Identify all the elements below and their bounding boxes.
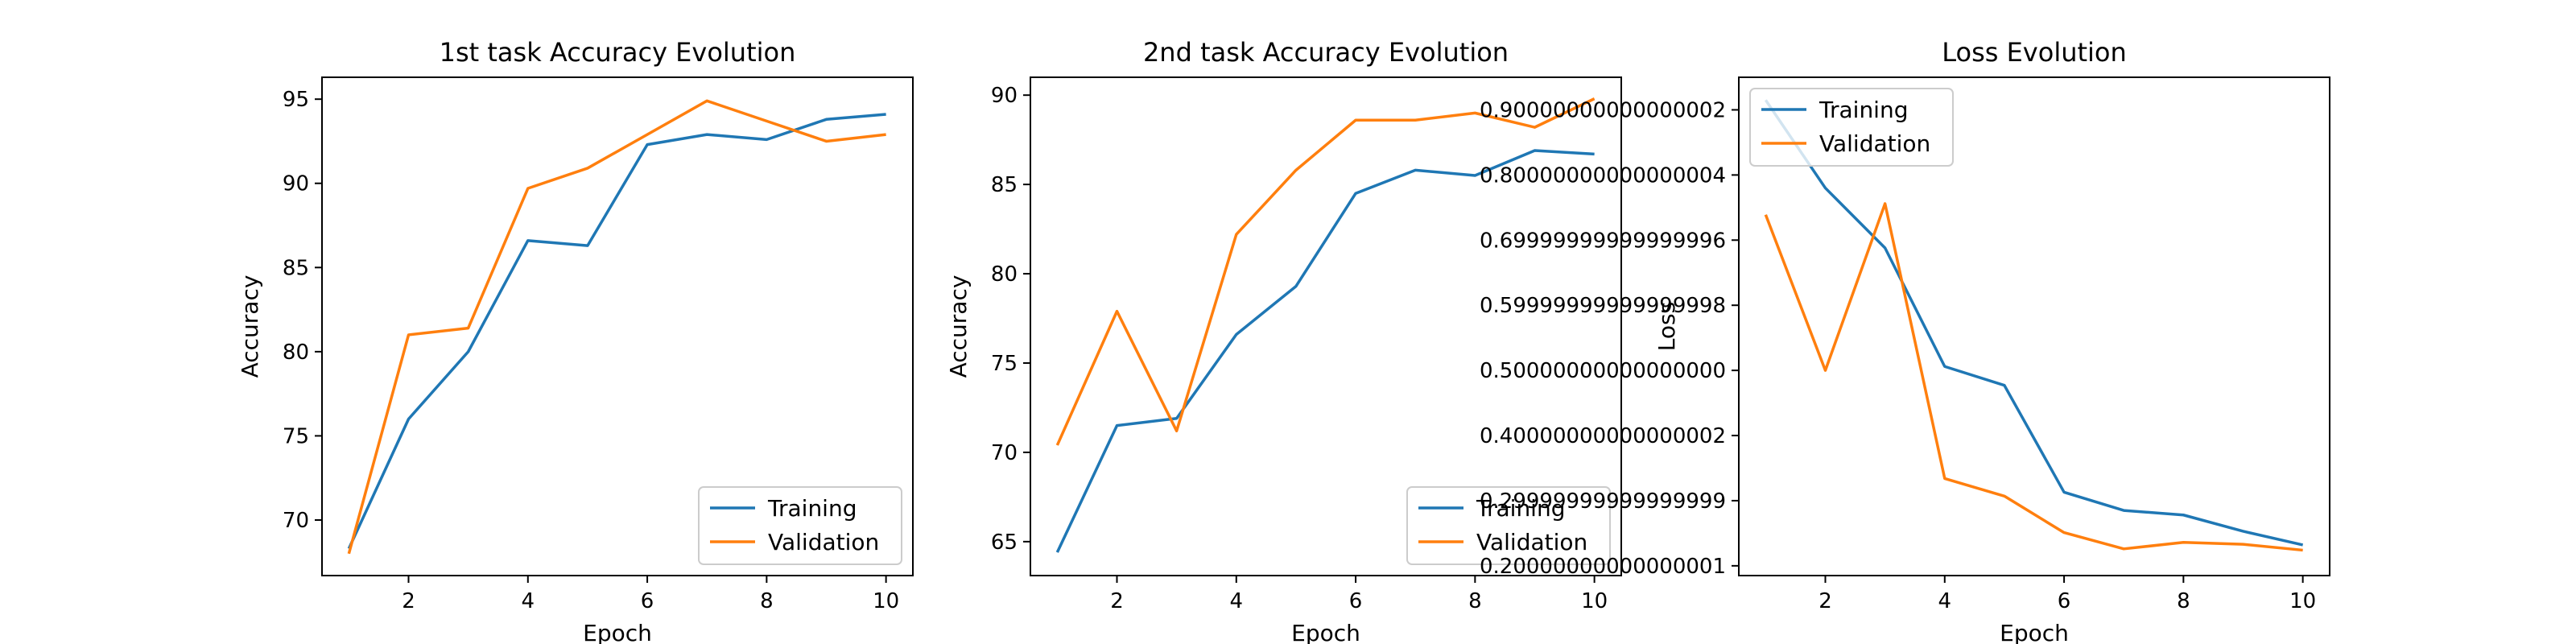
legend: Training Validation	[698, 486, 902, 565]
y-axis-label: Loss	[1653, 302, 1680, 351]
subplot-3: 2 4 6 8 10 0.20000000000000001 0.2999999999999…	[1480, 37, 2330, 644]
y-tick-label: 75	[283, 424, 309, 448]
legend-label: Training	[1476, 495, 1565, 522]
y-tick-label: 70	[283, 509, 309, 533]
y-tick-label: 80	[283, 341, 309, 365]
x-tick-label: 10	[873, 589, 899, 613]
series-line-training	[347, 113, 886, 550]
legend-label: Training	[1818, 97, 1908, 123]
x-tick-label: 10	[1581, 589, 1608, 613]
legend-box	[1406, 486, 1611, 565]
x-axis-label: Epoch	[2000, 620, 2069, 644]
y-tick-label: 70	[991, 441, 1018, 465]
x-tick-label: 8	[760, 589, 774, 613]
axes-frame	[1738, 76, 2330, 576]
x-tick-label: 4	[1938, 589, 1952, 613]
y-tick-label: 0.59999999999999998	[1480, 294, 1726, 318]
y-tick-label: 0.50000000000000000	[1480, 359, 1726, 383]
chart-title: 2nd task Accuracy Evolution	[1143, 37, 1509, 68]
series-line-validation	[1764, 202, 2303, 552]
x-tick-label: 6	[2058, 589, 2071, 613]
legend-label: Validation	[768, 529, 879, 555]
legend: Training Validation	[1749, 88, 1954, 167]
x-tick-label: 4	[1230, 589, 1244, 613]
x-tick-label: 8	[1468, 589, 1482, 613]
chart-title: Loss Evolution	[1942, 37, 2127, 68]
x-tick-label: 2	[1110, 589, 1124, 613]
series-line-training	[1764, 99, 2304, 547]
legend-box	[1749, 88, 1954, 167]
series-line-validation	[1055, 97, 1596, 446]
x-tick-label: 8	[2177, 589, 2190, 613]
legend: Training Validation	[1406, 486, 1611, 565]
axes-frame	[1030, 76, 1622, 576]
y-tick-label: 0.90000000000000002	[1480, 98, 1726, 122]
y-tick-label: 85	[283, 256, 309, 280]
axes-frame	[321, 76, 914, 576]
legend-label: Validation	[1819, 130, 1930, 157]
x-axis-label: Epoch	[583, 620, 652, 644]
x-tick-label: 4	[522, 589, 535, 613]
y-tick-label: 90	[991, 84, 1018, 108]
y-axis-label: Accuracy	[945, 275, 972, 378]
x-tick-label: 6	[1349, 589, 1363, 613]
y-tick-label: 0.29999999999999999	[1480, 489, 1726, 514]
y-axis-label: Accuracy	[237, 275, 263, 378]
y-tick-label: 0.80000000000000004	[1480, 163, 1726, 188]
y-tick-label: 95	[283, 88, 309, 112]
legend-box	[698, 486, 902, 565]
y-tick-label: 85	[991, 173, 1018, 197]
subplot-1: 2 4 6 8 10 70 75 80 85 90 95 1st task Accuracy Evol…	[237, 37, 914, 644]
subplot-2: 2 4 6 8 10 65 70 75 80 85 90 2nd task Accuracy Evol…	[945, 37, 1622, 644]
y-tick-label: 80	[991, 262, 1018, 287]
y-tick-label: 0.40000000000000002	[1480, 424, 1726, 448]
x-tick-label: 6	[641, 589, 654, 613]
y-tick-label: 0.20000000000000001	[1480, 555, 1726, 579]
x-tick-label: 10	[2289, 589, 2316, 613]
series-line-validation	[347, 99, 886, 555]
legend-label: Training	[767, 495, 857, 522]
legend-label: Validation	[1476, 529, 1587, 555]
x-tick-label: 2	[1818, 589, 1832, 613]
x-tick-label: 2	[402, 589, 415, 613]
series-line-training	[1055, 149, 1595, 553]
y-tick-label: 65	[991, 530, 1018, 555]
y-tick-label: 0.69999999999999996	[1480, 229, 1726, 253]
y-tick-label: 90	[283, 172, 309, 196]
y-tick-label: 75	[991, 352, 1018, 376]
x-axis-label: Epoch	[1291, 620, 1360, 644]
chart-title: 1st task Accuracy Evolution	[440, 37, 796, 68]
